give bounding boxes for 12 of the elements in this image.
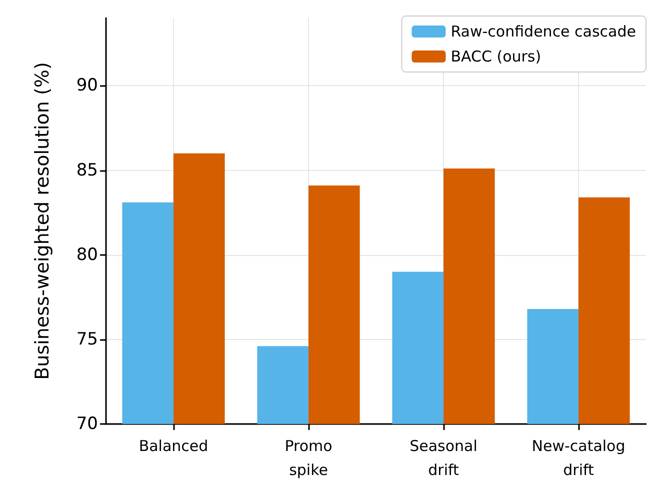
y-tick-label: 80 (76, 244, 98, 265)
y-axis-title: Business-weighted resolution (%) (32, 62, 54, 380)
y-tick-label: 85 (76, 160, 98, 180)
x-tick-label: Balanced (138, 437, 208, 455)
x-tick-label: New-catalog drift (532, 437, 626, 479)
y-tick-label: 70 (76, 414, 98, 434)
x-tick-label: Promo spike (284, 437, 332, 479)
x-tick-label: Seasonal drift (410, 437, 478, 479)
y-tick-label: 90 (76, 76, 98, 96)
legend-label: BACC (ours) (450, 48, 542, 66)
y-tick-label: 75 (76, 329, 98, 350)
legend-label: Raw-confidence cascade (450, 22, 636, 40)
